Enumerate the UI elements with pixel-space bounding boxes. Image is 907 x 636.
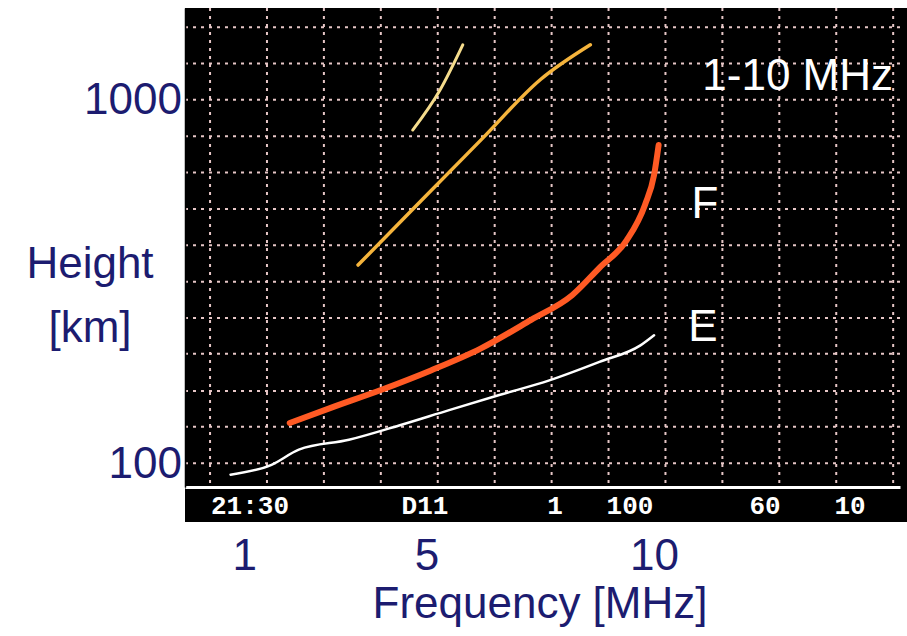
grid-line bbox=[494, 8, 496, 487]
status-text: D11 bbox=[402, 492, 449, 522]
grid-line bbox=[185, 390, 900, 392]
grid bbox=[185, 8, 900, 487]
trace-label: E bbox=[688, 301, 717, 350]
status-text: 100 bbox=[607, 492, 654, 522]
status-text: 10 bbox=[834, 492, 865, 522]
grid-line bbox=[608, 8, 610, 487]
status-text: 21:30 bbox=[211, 492, 289, 522]
y-tick-label: 100 bbox=[109, 438, 182, 487]
y-tick-label: 1000 bbox=[84, 74, 182, 123]
grid-line bbox=[185, 26, 900, 28]
grid-line bbox=[185, 135, 900, 137]
grid-line bbox=[185, 353, 900, 355]
plot-background bbox=[185, 8, 907, 522]
grid-line bbox=[437, 8, 439, 487]
grid-line bbox=[185, 317, 900, 319]
grid-line bbox=[380, 8, 382, 487]
trace bbox=[290, 145, 659, 423]
grid-line bbox=[551, 8, 553, 487]
status-text: 1 bbox=[547, 492, 563, 522]
x-axis: 1510 bbox=[186, 487, 901, 579]
grid-line bbox=[185, 99, 900, 101]
grid-line bbox=[209, 8, 211, 487]
y-tick: 1000 bbox=[84, 74, 185, 123]
x-tick-label: 10 bbox=[630, 530, 679, 579]
status-text: 60 bbox=[749, 492, 780, 522]
x-tick-label: 1 bbox=[232, 530, 256, 579]
trace bbox=[358, 45, 590, 265]
x-axis-title: Frequency [MHz] bbox=[373, 578, 708, 627]
trace bbox=[231, 335, 655, 474]
grid-line bbox=[185, 172, 900, 174]
y-axis-line bbox=[185, 9, 187, 488]
trace-label: F bbox=[692, 178, 719, 227]
grid-line bbox=[185, 462, 900, 464]
grid-line bbox=[664, 8, 666, 487]
grid-line bbox=[185, 208, 900, 210]
y-axis-title: Height[km] bbox=[26, 238, 153, 351]
grid-line bbox=[185, 281, 900, 283]
plot-area bbox=[185, 8, 900, 487]
x-axis-line bbox=[186, 486, 901, 489]
chart: 15101001000Frequency [MHz]Height[km]FE1-… bbox=[0, 0, 907, 636]
trace bbox=[413, 45, 463, 130]
x-tick-label: 5 bbox=[415, 530, 439, 579]
grid-line bbox=[323, 8, 325, 487]
grid-line bbox=[185, 426, 900, 428]
grid-line bbox=[266, 8, 268, 487]
y-tick: 100 bbox=[109, 438, 185, 487]
grid-line bbox=[185, 244, 900, 246]
annotation: 1-10 MHz bbox=[702, 50, 893, 99]
